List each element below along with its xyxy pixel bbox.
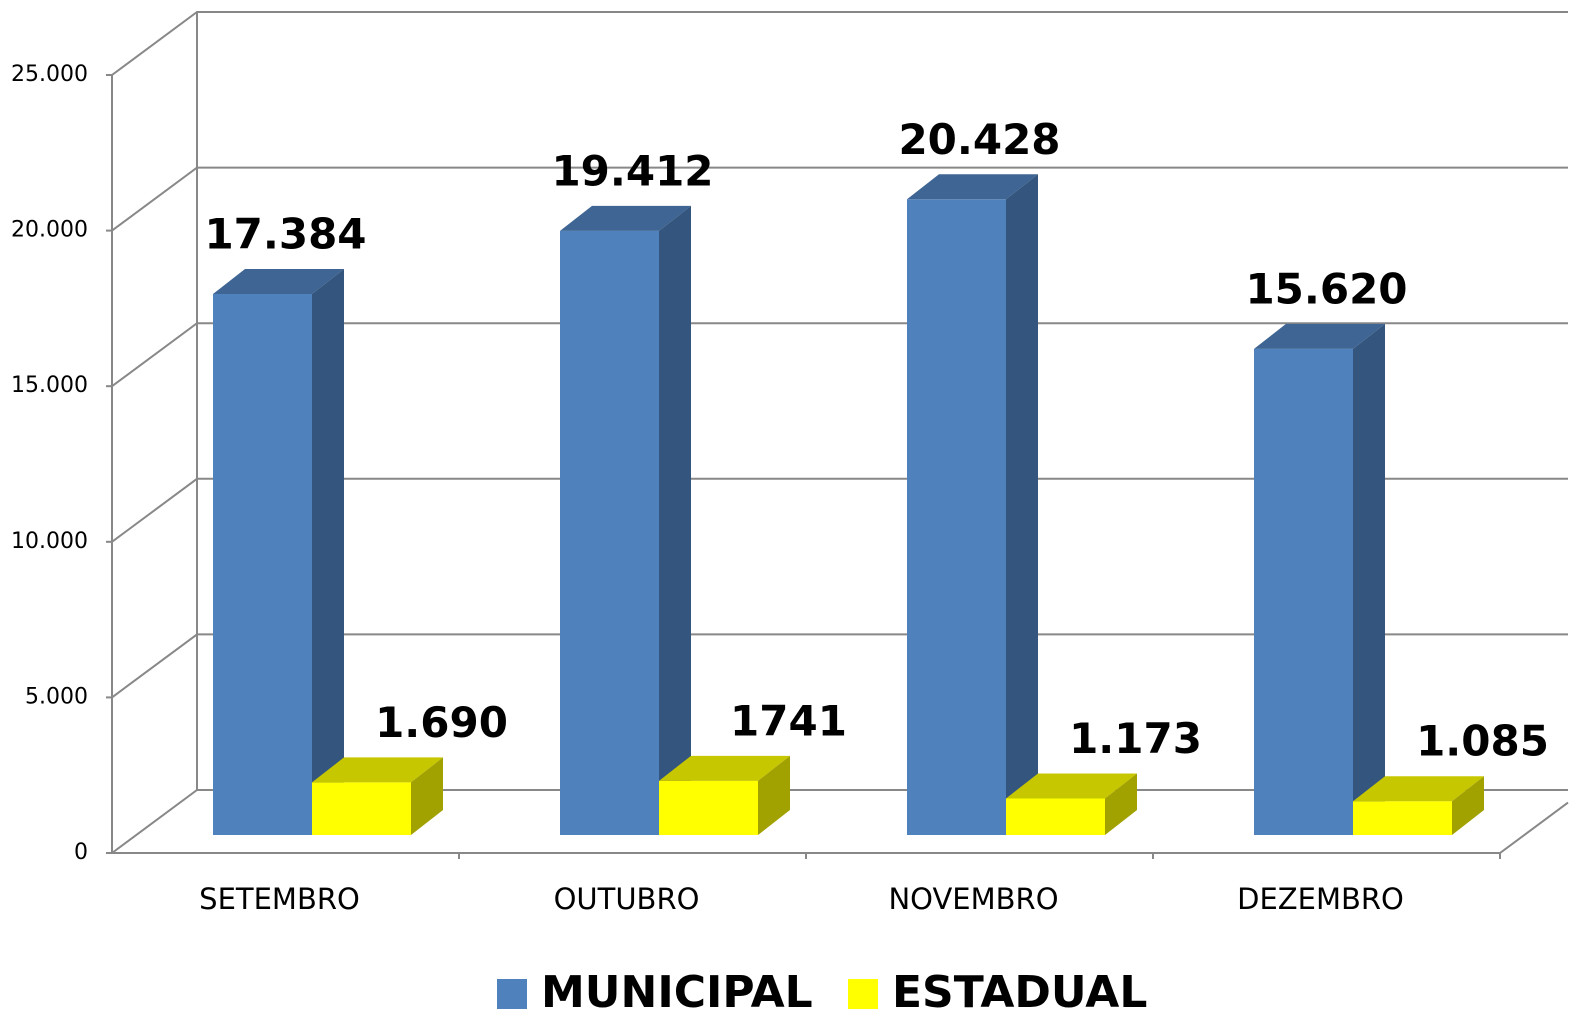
legend-label: ESTADUAL bbox=[892, 967, 1147, 1018]
bar-side bbox=[312, 269, 344, 836]
bar-side bbox=[1105, 773, 1137, 835]
bar-top bbox=[1353, 776, 1484, 802]
bar-front bbox=[1006, 798, 1105, 835]
bar-side bbox=[411, 757, 443, 835]
bar-side bbox=[1452, 776, 1484, 835]
bar-front bbox=[213, 294, 312, 836]
bar-top bbox=[659, 755, 790, 781]
bar-front bbox=[312, 782, 411, 835]
bar-front bbox=[659, 780, 758, 835]
bar-top bbox=[560, 205, 691, 231]
bar-top bbox=[907, 174, 1038, 200]
value-label: 15.620 bbox=[1245, 264, 1407, 313]
y-tick-label: 10.000 bbox=[11, 529, 88, 554]
value-label: 1.690 bbox=[375, 698, 508, 747]
y-tick-label: 5.000 bbox=[25, 684, 88, 709]
bar-side bbox=[758, 755, 790, 835]
bar-top bbox=[213, 269, 344, 295]
bar-side bbox=[1353, 323, 1385, 835]
y-tick-label: 20.000 bbox=[11, 218, 88, 243]
bar-top bbox=[312, 757, 443, 783]
bar-side bbox=[659, 205, 691, 835]
value-label: 1.085 bbox=[1416, 717, 1549, 766]
value-label: 20.428 bbox=[898, 115, 1060, 164]
x-tick-label: OUTUBRO bbox=[554, 882, 700, 916]
legend-label: MUNICIPAL bbox=[541, 967, 813, 1018]
x-tick-label: DEZEMBRO bbox=[1237, 882, 1404, 916]
bar-top bbox=[1254, 323, 1385, 349]
x-tick-label: NOVEMBRO bbox=[888, 882, 1058, 916]
y-tick-label: 15.000 bbox=[11, 373, 88, 398]
y-tick-label: 25.000 bbox=[11, 62, 88, 87]
bar-top bbox=[1006, 773, 1137, 799]
value-label: 1.173 bbox=[1069, 714, 1202, 763]
bar-front bbox=[1353, 801, 1452, 835]
x-tick-label: SETEMBRO bbox=[199, 882, 360, 916]
value-label: 19.412 bbox=[551, 146, 713, 195]
legend-swatch bbox=[848, 979, 878, 1009]
bar-front bbox=[1254, 348, 1353, 835]
y-tick-label: 0 bbox=[74, 840, 88, 865]
legend-swatch bbox=[497, 979, 527, 1009]
bar-front bbox=[560, 230, 659, 835]
bar-front bbox=[907, 199, 1006, 835]
value-label: 1741 bbox=[730, 696, 847, 745]
value-label: 17.384 bbox=[204, 210, 366, 259]
grid-line bbox=[111, 11, 1568, 76]
bar-side bbox=[1006, 174, 1038, 835]
